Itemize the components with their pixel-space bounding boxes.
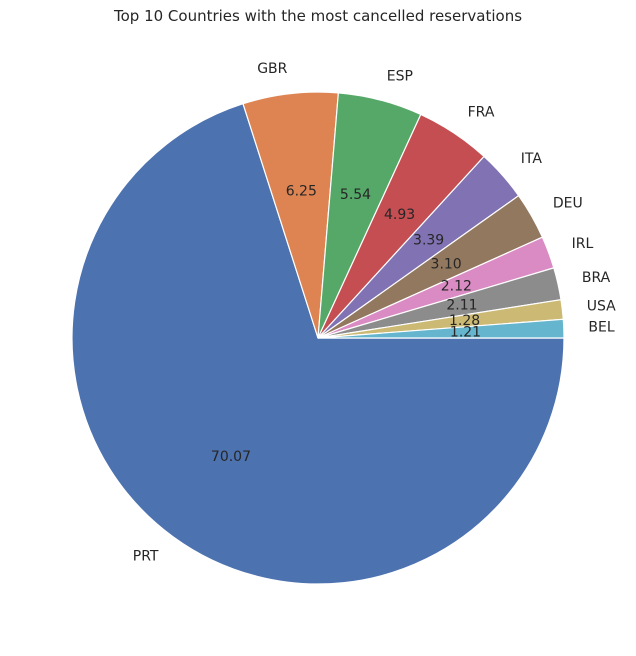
value-label-gbr: 6.25 <box>286 183 317 199</box>
category-label-gbr: GBR <box>257 61 287 77</box>
value-label-esp: 5.54 <box>340 187 371 203</box>
value-label-bel: 1.21 <box>450 324 481 340</box>
pie-slices <box>71 91 565 585</box>
value-label-irl: 2.12 <box>441 279 472 295</box>
value-label-bra: 2.11 <box>446 297 477 313</box>
pie-category-labels: PRT GBR ESP FRA ITA DEU IRL BRA USA BEL <box>133 61 616 564</box>
category-label-fra: FRA <box>468 105 495 121</box>
category-label-ita: ITA <box>521 151 543 167</box>
category-label-bel: BEL <box>588 320 614 336</box>
category-label-bra: BRA <box>582 270 611 286</box>
value-label-fra: 4.93 <box>384 207 415 223</box>
pie-slice-prt <box>71 102 565 585</box>
value-label-usa: 1.28 <box>449 313 480 329</box>
pie-slice-bel <box>317 318 565 339</box>
category-label-usa: USA <box>587 299 616 315</box>
category-label-esp: ESP <box>387 68 413 84</box>
pie-value-labels: 70.07 6.25 5.54 4.93 3.39 3.10 2.12 2.111.281.2… <box>211 183 481 465</box>
category-label-prt: PRT <box>133 549 159 565</box>
category-label-irl: IRL <box>572 236 594 252</box>
value-label-prt: 70.07 <box>211 449 251 465</box>
value-label-deu: 3.10 <box>431 257 462 273</box>
value-label-ita: 3.39 <box>413 232 444 248</box>
chart-title: Top 10 Countries with the most cancelled… <box>113 7 523 25</box>
category-label-deu: DEU <box>553 196 583 212</box>
